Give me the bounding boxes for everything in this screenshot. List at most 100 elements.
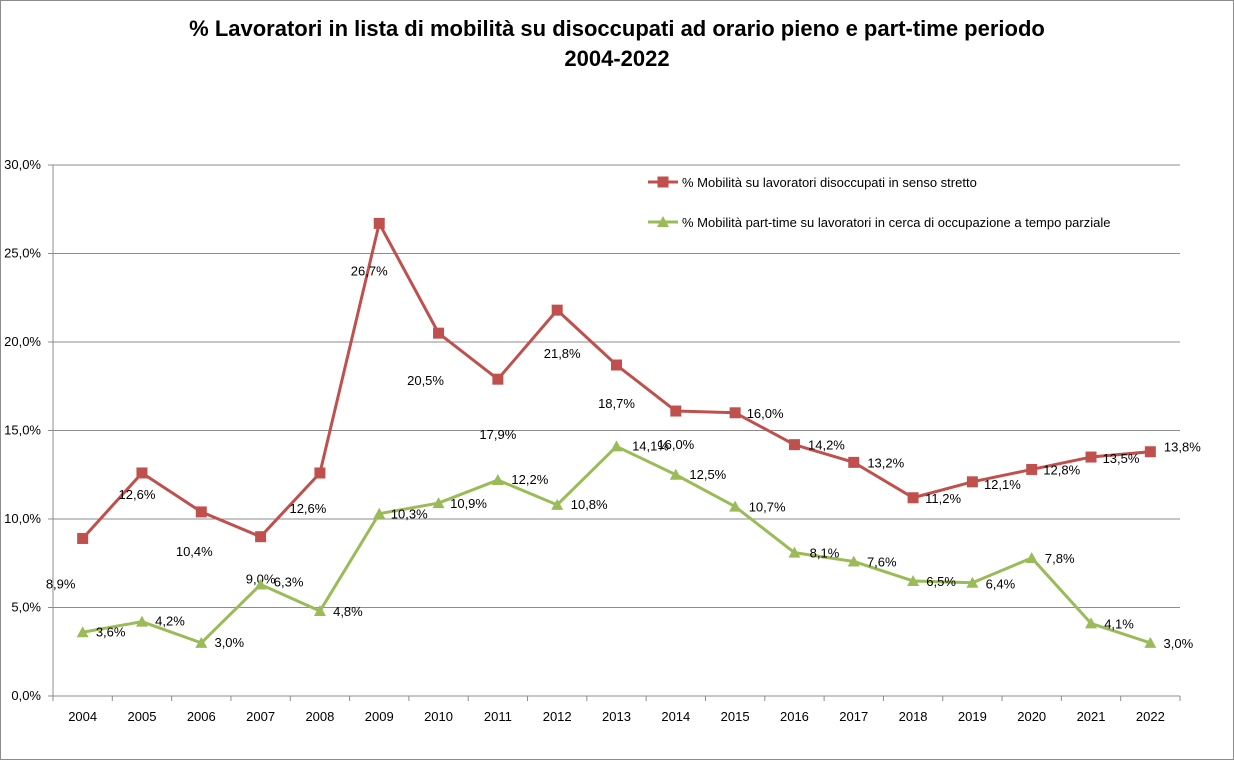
- x-tick-label: 2020: [1017, 709, 1046, 724]
- data-point: [551, 498, 564, 510]
- data-point: [907, 574, 920, 586]
- data-label: 3,6%: [96, 624, 126, 639]
- data-point: [1085, 617, 1098, 629]
- data-point: [670, 405, 682, 417]
- data-point: [195, 506, 207, 518]
- data-point: [135, 615, 148, 627]
- data-label: 12,8%: [1043, 462, 1080, 477]
- data-point: [610, 440, 623, 452]
- data-point: [254, 578, 267, 590]
- data-point: [788, 439, 800, 451]
- data-label: 7,6%: [867, 554, 897, 569]
- data-label: 4,2%: [155, 614, 185, 629]
- data-point: [907, 492, 919, 504]
- data-point: [657, 216, 669, 227]
- data-point: [551, 304, 563, 316]
- data-point: [1144, 636, 1157, 648]
- data-label: 10,3%: [391, 507, 428, 522]
- data-point: [195, 636, 208, 648]
- data-label: 14,1%: [632, 438, 669, 453]
- data-label: 13,2%: [867, 455, 904, 470]
- legend-entry: % Mobilità su lavoratori disoccupati in …: [682, 175, 977, 190]
- x-tick-label: 2017: [839, 709, 868, 724]
- data-label: 18,7%: [598, 396, 635, 411]
- x-tick-label: 2015: [721, 709, 750, 724]
- x-tick-label: 2004: [68, 709, 97, 724]
- data-point: [433, 327, 445, 339]
- data-point: [729, 500, 742, 512]
- data-point: [492, 373, 504, 385]
- data-label: 11,2%: [925, 491, 961, 506]
- data-label: 10,9%: [450, 496, 487, 511]
- data-point: [669, 468, 682, 480]
- x-tick-label: 2012: [543, 709, 572, 724]
- data-point: [788, 546, 801, 558]
- data-label: 12,6%: [289, 501, 326, 516]
- x-tick-label: 2021: [1077, 709, 1106, 724]
- legend-entry: % Mobilità part-time su lavoratori in ce…: [682, 215, 1110, 230]
- data-label: 14,2%: [808, 438, 845, 453]
- x-tick-label: 2006: [187, 709, 216, 724]
- data-point: [373, 217, 385, 229]
- y-tick-label: 25,0%: [4, 246, 41, 261]
- data-label: 6,5%: [926, 574, 956, 589]
- series-1: 8,9%12,6%10,4%9,0%12,6%26,7%20,5%17,9%21…: [46, 217, 1201, 591]
- data-point: [966, 576, 979, 588]
- series-2: 3,6% 4,2% 3,0% 6,3% 4,8% 10,3% 10,9% 12,2% 10,8%…: [76, 438, 1194, 651]
- chart-title-line-1: % Lavoratori in lista di mobilità su dis…: [189, 16, 1045, 41]
- data-point: [76, 626, 89, 638]
- y-tick-label: 15,0%: [4, 423, 41, 438]
- data-label: 4,1%: [1104, 616, 1134, 631]
- data-point: [373, 507, 386, 519]
- data-point: [313, 605, 326, 617]
- data-point: [729, 407, 741, 419]
- legend: % Mobilità su lavoratori disoccupati in …: [648, 175, 1110, 230]
- x-tick-label: 2010: [424, 709, 453, 724]
- data-label: 7,8%: [1045, 551, 1075, 566]
- x-tick-label: 2022: [1136, 709, 1165, 724]
- data-point: [966, 476, 978, 488]
- y-tick-label: 5,0%: [11, 600, 41, 615]
- data-label: 10,7%: [749, 500, 786, 515]
- data-point: [1026, 463, 1038, 475]
- data-point: [1144, 446, 1156, 458]
- data-label: 6,4%: [986, 577, 1016, 592]
- x-tick-label: 2019: [958, 709, 987, 724]
- data-point: [657, 176, 669, 188]
- x-tick-label: 2008: [305, 709, 334, 724]
- x-tick-label: 2018: [899, 709, 928, 724]
- x-tick-label: 2007: [246, 709, 275, 724]
- x-tick-label: 2014: [661, 709, 690, 724]
- y-tick-label: 10,0%: [4, 511, 41, 526]
- data-point: [77, 532, 89, 544]
- data-point: [136, 467, 148, 479]
- data-label: 6,3%: [274, 574, 304, 589]
- x-tick-label: 2005: [128, 709, 157, 724]
- data-point: [314, 467, 326, 479]
- data-label: 3,0%: [214, 635, 244, 650]
- data-label: 17,9%: [479, 427, 516, 442]
- data-point: [491, 474, 504, 486]
- y-tick-label: 30,0%: [4, 157, 41, 172]
- chart-title-line-2: 2004-2022: [564, 46, 670, 71]
- data-point: [848, 456, 860, 468]
- data-label: 10,8%: [571, 497, 608, 512]
- data-label: 4,8%: [333, 604, 363, 619]
- data-label: 16,0%: [657, 437, 694, 452]
- data-point: [432, 497, 445, 509]
- x-tick-label: 2009: [365, 709, 394, 724]
- x-tick-label: 2011: [484, 709, 512, 724]
- data-label: 26,7%: [351, 263, 388, 278]
- data-point: [255, 531, 267, 543]
- data-label: 21,8%: [544, 346, 581, 361]
- chart-title: % Lavoratori in lista di mobilità su dis…: [0, 14, 1234, 74]
- data-point: [847, 555, 860, 567]
- y-tick-label: 0,0%: [11, 688, 41, 703]
- data-label: 10,4%: [176, 544, 213, 559]
- data-label: 16,0%: [747, 406, 784, 421]
- x-tick-label: 2016: [780, 709, 809, 724]
- data-label: 8,1%: [810, 546, 840, 561]
- data-label: 3,0%: [1164, 636, 1194, 651]
